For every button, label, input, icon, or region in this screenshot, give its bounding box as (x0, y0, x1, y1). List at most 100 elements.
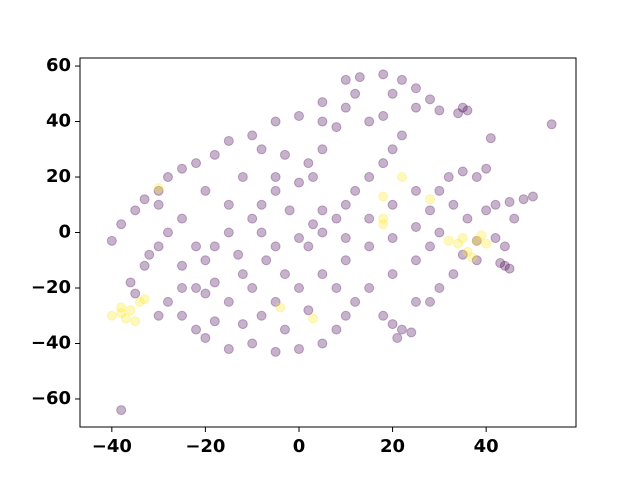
plot-frame (79, 57, 577, 428)
point (223, 344, 234, 355)
point (139, 294, 150, 305)
point (490, 233, 501, 244)
x-tick-label: 0 (293, 436, 306, 457)
point (434, 105, 445, 116)
point (340, 74, 351, 85)
point (396, 130, 407, 141)
point (490, 199, 501, 210)
point (518, 194, 529, 205)
point (279, 269, 290, 280)
point (303, 241, 314, 252)
point (153, 241, 164, 252)
point (270, 116, 281, 127)
point (293, 283, 304, 294)
point (340, 310, 351, 321)
point (200, 185, 211, 196)
point (495, 258, 506, 269)
point (191, 241, 202, 252)
point (116, 405, 127, 416)
point (434, 283, 445, 294)
point (270, 172, 281, 183)
point (279, 324, 290, 335)
point (209, 277, 220, 288)
y-tick-label: 40 (46, 111, 71, 132)
point (293, 110, 304, 121)
point (425, 205, 436, 216)
point (364, 283, 375, 294)
point (116, 307, 127, 318)
point (504, 196, 515, 207)
point (116, 219, 127, 230)
point (406, 327, 417, 338)
point (177, 310, 188, 321)
x-tick-label: 40 (474, 436, 499, 457)
point (270, 185, 281, 196)
point (378, 219, 389, 230)
y-tick-label: 60 (46, 55, 71, 76)
y-tick-label: 0 (58, 222, 71, 243)
point (481, 163, 492, 174)
point (177, 163, 188, 174)
point (499, 241, 510, 252)
point (410, 102, 421, 113)
point (410, 296, 421, 307)
point (457, 249, 468, 260)
point (471, 235, 482, 246)
point (162, 227, 173, 238)
point (471, 255, 482, 266)
point (340, 102, 351, 113)
point (350, 185, 361, 196)
point (387, 88, 398, 99)
point (139, 260, 150, 271)
point (153, 199, 164, 210)
point (261, 255, 272, 266)
point (125, 305, 136, 316)
point (378, 69, 389, 80)
point (462, 246, 473, 257)
point (200, 332, 211, 343)
point (378, 213, 389, 224)
point (279, 149, 290, 160)
point (476, 230, 487, 241)
point (364, 213, 375, 224)
point (546, 119, 557, 130)
y-tick-label: −40 (31, 332, 71, 353)
point (308, 219, 319, 230)
point (308, 313, 319, 324)
point (191, 283, 202, 294)
point (350, 88, 361, 99)
point (209, 241, 220, 252)
point (130, 316, 141, 327)
point (387, 199, 398, 210)
x-tick-label: −40 (92, 436, 132, 457)
point (425, 241, 436, 252)
point (396, 324, 407, 335)
point (317, 227, 328, 238)
point (200, 255, 211, 266)
point (462, 213, 473, 224)
point (509, 213, 520, 224)
point (106, 235, 117, 246)
point (162, 296, 173, 307)
point (293, 233, 304, 244)
point (443, 172, 454, 183)
point (153, 310, 164, 321)
point (481, 238, 492, 249)
point (387, 319, 398, 330)
point (247, 213, 258, 224)
point (453, 238, 464, 249)
point (378, 110, 389, 121)
point (317, 116, 328, 127)
point (270, 241, 281, 252)
point (233, 249, 244, 260)
point (443, 235, 454, 246)
point (410, 83, 421, 94)
point (448, 199, 459, 210)
y-tick-label: −60 (31, 388, 71, 409)
point (130, 205, 141, 216)
point (392, 332, 403, 343)
point (387, 233, 398, 244)
point (364, 241, 375, 252)
point (237, 172, 248, 183)
